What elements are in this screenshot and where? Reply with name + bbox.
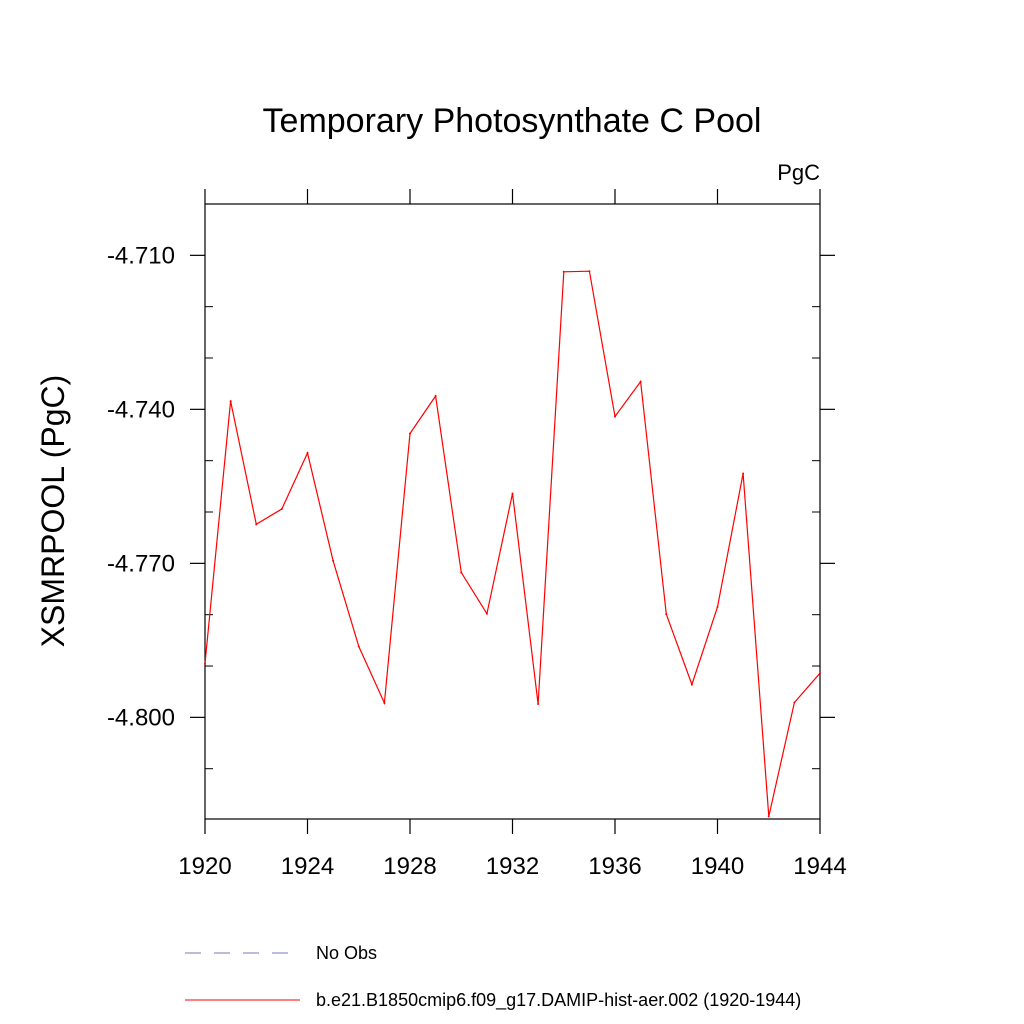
legend: No Obs b.e21.B1850cmip6.f09_g17.DAMIP-his… xyxy=(185,943,801,1011)
data-point xyxy=(332,559,335,562)
units-label: PgC xyxy=(777,160,820,185)
y-tick-label: -4.770 xyxy=(107,550,175,577)
x-tick-label: 1928 xyxy=(383,853,436,880)
legend-label: b.e21.B1850cmip6.f09_g17.DAMIP-hist-aer.… xyxy=(316,990,801,1011)
x-tick-label: 1924 xyxy=(281,853,334,880)
data-point xyxy=(357,645,360,648)
y-tick-label: -4.740 xyxy=(107,396,175,423)
data-point xyxy=(511,492,514,495)
data-point xyxy=(383,701,386,704)
chart-title: Temporary Photosynthate C Pool xyxy=(263,102,762,140)
y-tick-label: -4.800 xyxy=(107,704,175,731)
data-point xyxy=(434,394,437,397)
x-tick-label: 1936 xyxy=(588,853,641,880)
data-point xyxy=(229,400,232,403)
data-point xyxy=(614,415,616,418)
data-point xyxy=(255,523,258,526)
axis-tick-labels: 1920 1924 1928 1932 1936 1940 1944 -4.710 -4.740… xyxy=(107,242,847,880)
data-point xyxy=(409,432,411,435)
x-tick-label: 1932 xyxy=(486,853,539,880)
data-point xyxy=(204,662,206,665)
axis-ticks xyxy=(190,189,835,834)
data-point xyxy=(690,683,693,686)
series-line xyxy=(204,270,821,817)
legend-label: No Obs xyxy=(316,943,377,963)
data-point xyxy=(537,703,540,706)
data-point xyxy=(767,815,770,818)
data-point xyxy=(280,507,283,510)
plot-frame xyxy=(204,203,821,820)
data-point xyxy=(742,472,745,475)
data-point xyxy=(460,571,463,574)
data-point xyxy=(562,270,565,273)
data-point xyxy=(819,672,821,675)
y-tick-label: -4.710 xyxy=(107,242,175,269)
x-tick-label: 1940 xyxy=(691,853,744,880)
data-point xyxy=(588,270,591,273)
data-point xyxy=(639,380,642,383)
data-point xyxy=(485,612,488,615)
series-group xyxy=(204,270,821,818)
data-point xyxy=(665,613,668,616)
y-axis-label: XSMRPOOL (PgC) xyxy=(35,375,71,648)
x-tick-label: 1920 xyxy=(178,853,231,880)
data-point xyxy=(306,451,309,454)
x-tick-label: 1944 xyxy=(793,853,846,880)
data-point xyxy=(793,701,796,704)
data-point xyxy=(716,605,719,608)
